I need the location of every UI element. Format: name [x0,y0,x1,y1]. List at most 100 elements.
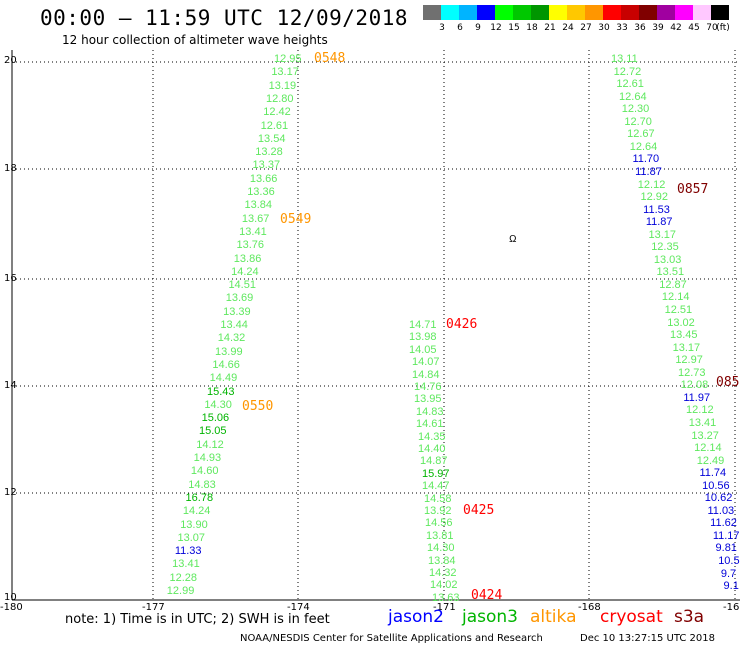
wave-height-value: 12.35 [651,241,679,254]
wave-height-value: 12.30 [621,103,650,116]
wave-height-value: 9.81 [715,542,737,555]
legend-label: 24 [562,23,574,33]
satellite-s3a: s3a [674,607,705,627]
y-label-20: 20 [4,55,17,66]
wave-height-value: 13.17 [672,341,701,354]
wave-height-value: 11.87 [635,165,662,178]
wave-height-value: 11.03 [707,504,735,517]
wave-height-value: 14.12 [196,438,224,451]
wave-height-value: 14.61 [416,418,444,431]
wave-height-value: 12.97 [675,354,703,367]
wave-height-value: 13.44 [220,319,248,331]
wave-height-value: 15.05 [198,425,227,438]
legend-label: 15 [508,23,520,33]
wave-height-value: 13.86 [233,252,262,265]
satellite-cryosat: cryosat [600,607,663,627]
wave-height-value: 10.56 [702,479,730,492]
wave-height-value: 12.08 [680,379,709,392]
wave-height-value: 13.84 [428,554,456,567]
wave-height-value: 11.87 [645,216,673,229]
time-label: 0857 [677,182,709,197]
wave-height-value: 12.87 [659,278,687,291]
time-label: 0425 [463,503,495,518]
wave-height-value: 13.51 [656,266,685,279]
wave-height-value: 13.17 [271,66,299,79]
wave-height-value: 12.12 [686,404,714,417]
legend-label: 30 [598,23,610,33]
wave-height-value: 9.1 [723,580,739,593]
legend-label: 42 [670,23,682,33]
map-subtitle: 12 hour collection of altimeter wave hei… [62,33,328,47]
legend-swatch [693,5,711,20]
legend-label: 33 [616,23,628,33]
wave-height-value: 13.95 [414,393,442,406]
wave-height-value: 13.90 [180,518,208,531]
legend-label: 27 [580,23,592,33]
wave-height-value: 11.33 [174,545,202,558]
wave-height-value: 14.47 [422,480,450,493]
time-label: 0548 [314,51,346,66]
legend-unit: (ft) [716,23,730,33]
wave-height-value: 13.92 [424,505,452,517]
x-label-174: -174 [287,602,310,613]
wave-height-value: 13.07 [177,531,206,544]
wave-height-value: 13.99 [215,345,243,358]
legend-swatch [459,5,477,20]
legend-swatch [711,5,729,20]
wave-height-value: 12.70 [624,115,652,128]
legend-swatch [549,5,567,20]
wave-height-value: 14.24 [231,265,259,278]
wave-height-value: 13.02 [667,316,695,329]
wave-height-value: 11.53 [643,203,670,216]
legend-swatch [477,5,495,20]
legend-swatch [603,5,621,20]
legend-swatch [531,5,549,20]
legend-swatch [621,5,639,20]
wave-height-value: 13.19 [268,79,297,92]
wave-height-value: 14.83 [188,478,216,491]
wave-height-value: 12.42 [263,106,291,119]
legend-swatch [513,5,531,20]
y-label-12: 12 [4,487,17,498]
wave-height-value: 14.51 [228,279,256,292]
wave-height-value: 11.17 [712,529,740,542]
wave-height-value: 14.40 [418,443,446,455]
wave-height-value: 13.84 [244,199,273,212]
wave-height-value: 14.07 [412,356,440,369]
wave-height-value: 12.73 [678,366,706,379]
wave-height-value: 10.62 [704,492,733,505]
satellite-jason2: jason2 [388,607,444,627]
timestamp-text: Dec 10 13:27:15 UTC 2018 [580,633,715,644]
wave-height-value: 13.41 [172,558,200,571]
satellite-jason3: jason3 [462,607,518,627]
wave-height-value: 12.72 [613,65,642,78]
x-label-171: -171 [433,602,456,613]
wave-height-value: 12.49 [696,454,725,467]
wave-height-value: 11.62 [710,517,737,530]
legend-label: 45 [688,23,700,33]
x-label-177: -177 [142,602,165,613]
legend-swatch [657,5,675,20]
satellite-altika: altika [530,607,577,627]
legend-swatch [675,5,693,20]
wave-height-value: 12.92 [640,191,668,204]
wave-height-value: 12.95 [274,53,302,65]
isolated-marker: Ω [509,234,517,245]
wave-height-value: 14.32 [429,567,457,579]
wave-height-value: 14.02 [430,579,458,592]
time-label: 0550 [242,399,274,414]
legend-swatch [567,5,585,20]
wave-height-value: 14.32 [217,332,246,345]
legend-label: 3 [439,23,445,33]
wave-height-value: 14.87 [420,455,448,468]
map-title: 00:00 – 11:59 UTC 12/09/2018 [40,6,409,30]
wave-height-value: 13.63 [432,591,460,604]
y-label-18: 18 [4,163,17,174]
legend-swatch [639,5,657,20]
wave-height-value: 15.06 [201,412,230,425]
wave-height-value: 12.14 [694,442,722,455]
wave-height-value: 13.36 [247,186,275,198]
wave-height-value: 13.39 [223,305,251,318]
wave-height-value: 12.99 [166,585,195,597]
wave-height-value: 14.93 [193,452,222,464]
